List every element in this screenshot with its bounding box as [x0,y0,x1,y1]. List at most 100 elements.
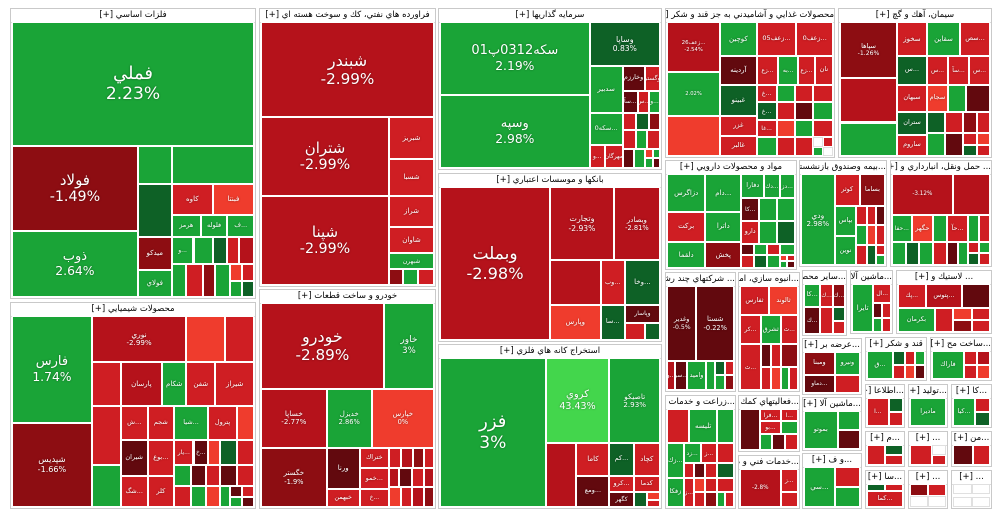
stock-tile[interactable] [740,409,761,450]
stock-tile[interactable] [834,374,860,393]
sector-header-machinery-2[interactable]: ...ماشين آلا [+] [803,398,861,412]
stock-tile-ز[interactable]: ...ز [683,477,694,507]
sector-header-electricity[interactable]: ...عرضه بر [+] [803,339,861,353]
stock-tile-زفكا[interactable]: زفكا [667,477,684,507]
sector-header-pharma[interactable]: مواد و محصولات دارويي [+] [666,161,796,175]
stock-tile[interactable] [766,243,780,255]
stock-tile[interactable] [968,242,980,254]
stock-tile[interactable] [705,360,716,390]
stock-tile[interactable] [171,264,187,297]
stock-tile-بركت[interactable]: بركت [667,211,706,242]
stock-tile-بساما[interactable]: بساما [859,174,885,206]
stock-tile[interactable] [780,344,798,368]
stock-tile-ز[interactable]: ...ز [780,469,798,492]
stock-tile-آردينه[interactable]: آردينه [720,55,757,85]
sector-header-investments[interactable]: سرمايه گذاريها [+] [439,9,661,23]
stock-tile[interactable] [823,137,833,147]
stock-tile-شراز[interactable]: شراز [389,195,434,228]
sector-header-food-beverage[interactable]: محصولات غذايي و آشاميدني به جز قند و شكر… [666,9,834,23]
stock-tile[interactable] [794,137,814,156]
stock-tile-خ[interactable]: ...خ [359,488,390,507]
stock-tile[interactable] [693,492,706,507]
stock-tile[interactable] [977,365,990,379]
stock-tile-فلوله[interactable]: فلوله [200,214,228,237]
stock-tile-زعف26[interactable]: ...زعف26 -2.54% [667,22,721,72]
stock-tile[interactable] [725,492,734,507]
stock-tile[interactable] [423,468,434,487]
stock-tile-واميد[interactable]: واميد [687,360,706,390]
stock-tile-سپاها[interactable]: سپاها -1.26% [840,22,897,79]
stock-tile[interactable] [237,440,254,465]
sector-header-micro-1[interactable]: ...م [+] [866,432,904,446]
sector-header-support-activities[interactable]: ...فعاليتهاي كمك [+] [739,396,799,410]
stock-tile-س[interactable]: ...س [897,55,927,85]
stock-tile[interactable] [411,486,424,507]
stock-tile-خودرو[interactable]: خودرو -2.89% [261,303,384,389]
sector-header-transport[interactable]: ... حمل ونقل، انبارداري و [+] [891,161,991,175]
stock-tile[interactable] [832,320,845,334]
sector-header-metal-fabrication[interactable]: ...ساخت مح [+] [931,338,991,352]
stock-tile[interactable] [776,84,795,103]
stock-tile[interactable] [705,477,718,493]
stock-tile-ثالوند[interactable]: ثالوند [769,286,798,316]
stock-tile[interactable] [635,130,647,149]
stock-tile[interactable] [411,468,424,487]
stock-tile[interactable] [624,323,645,340]
stock-tile-فولاد[interactable]: فولاد -1.49% [12,145,138,231]
stock-tile-ال[interactable]: ...ال [873,284,891,304]
stock-tile[interactable] [693,462,706,478]
stock-tile-كروي[interactable]: كروي 43.43% [545,358,610,443]
stock-tile[interactable] [789,367,798,390]
stock-tile[interactable] [933,214,947,243]
stock-tile[interactable] [389,468,400,487]
stock-tile[interactable] [191,485,206,507]
sector-header-insurance-pension[interactable]: ...بيمه وصندوق بازنشستگ [+] [800,161,886,175]
stock-tile-ف[interactable]: ...ف [227,214,254,237]
stock-tile[interactable] [423,447,434,469]
stock-tile[interactable] [622,112,636,131]
stock-tile-ز[interactable]: ...ز [700,443,718,463]
stock-tile[interactable] [893,351,905,365]
stock-tile-و[interactable]: ...و [649,90,660,113]
stock-tile[interactable] [873,303,883,318]
stock-tile-زعف05[interactable]: ...زعف05 [756,22,797,56]
stock-tile-كوچين[interactable]: كوچين [720,22,757,56]
sector-header-information[interactable]: ...اطلاعا [+] [866,385,904,399]
stock-tile[interactable] [649,112,660,131]
stock-tile[interactable] [191,464,206,486]
stock-tile[interactable] [779,254,788,262]
stock-tile-غ[interactable]: ...غ [756,84,777,103]
stock-tile-نوين[interactable]: نوين [834,235,857,265]
stock-tile[interactable] [927,111,945,134]
stock-tile-حگهر[interactable]: حگهر [911,214,934,243]
stock-tile-تاصيكو[interactable]: تاصيكو 2.93% [609,358,660,443]
stock-tile-سآ[interactable]: ...سآ [622,90,638,113]
stock-tile[interactable] [832,306,845,321]
stock-tile[interactable] [979,253,990,265]
stock-tile-بوع[interactable]: ...بوع [147,440,175,477]
stock-tile-خگستر[interactable]: خگستر -1.9% [261,447,327,507]
stock-tile-سخوز[interactable]: سخوز [897,22,927,56]
stock-tile-پارسان[interactable]: پارسان [120,361,163,406]
stock-tile-كما[interactable]: ...كما [867,490,903,507]
stock-tile[interactable] [837,411,860,430]
stock-tile[interactable] [776,119,795,138]
stock-tile[interactable] [229,264,242,281]
stock-tile[interactable] [401,486,412,507]
stock-tile[interactable] [754,243,767,255]
stock-tile[interactable] [780,421,798,434]
stock-tile[interactable] [644,323,660,340]
stock-tile-غ[interactable]: ...غ [756,102,777,120]
stock-tile[interactable] [646,499,660,507]
stock-tile[interactable] [866,205,876,225]
stock-tile[interactable] [952,174,990,215]
stock-tile[interactable] [724,375,734,390]
stock-tile-پخش[interactable]: پخش [705,241,742,268]
stock-tile[interactable] [137,145,172,185]
stock-tile[interactable] [794,84,814,103]
stock-tile[interactable] [904,365,915,379]
stock-tile-ا[interactable]: ...ا [780,409,798,422]
stock-tile[interactable] [754,254,767,268]
stock-tile-دك[interactable]: ...دك [764,174,780,199]
stock-tile[interactable] [953,308,972,320]
